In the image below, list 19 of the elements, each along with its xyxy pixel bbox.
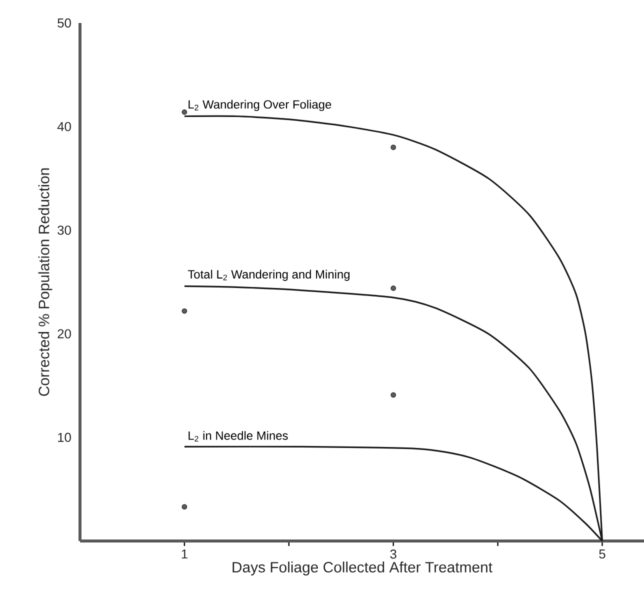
- y-tick-label: 50: [58, 18, 71, 28]
- series-label: Total L$_{2}$ Wandering and Mining: [188, 270, 350, 281]
- x-tick-label: 3: [390, 550, 396, 559]
- x-tick-label: 5: [599, 550, 606, 559]
- y-tick-label: 40: [57, 122, 71, 132]
- x-axis-title: Days Foliage Collected After Treatment: [232, 562, 492, 576]
- point: [390, 144, 396, 150]
- x-tick-label: 1: [182, 550, 188, 558]
- point: [182, 109, 188, 115]
- series-label: L$_{2}$ Wandering Over Foliage: [188, 100, 332, 112]
- point: [390, 286, 396, 291]
- point: [182, 504, 188, 510]
- point: [390, 392, 396, 398]
- y-tick-label: 10: [58, 432, 71, 442]
- y-tick-label: 30: [58, 226, 71, 235]
- y-axis-title: Corrected % Population Reduction: [38, 168, 52, 396]
- series-label: L$_{2}$ in Needle Mines: [188, 431, 288, 442]
- y-tick-label: 20: [58, 329, 71, 338]
- point: [182, 308, 188, 314]
